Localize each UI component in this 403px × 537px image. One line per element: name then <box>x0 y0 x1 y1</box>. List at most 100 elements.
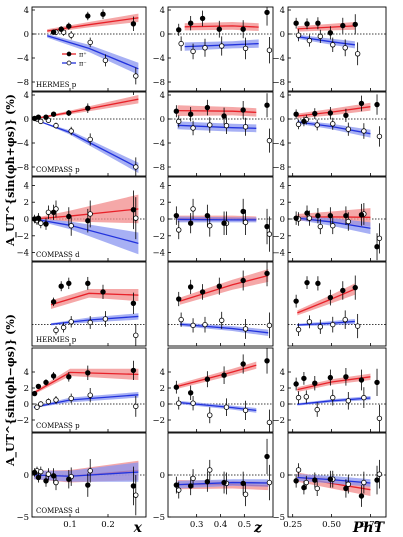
pi-plus-point <box>43 114 49 120</box>
x-tick-label: 0.50 <box>322 520 341 530</box>
pi-minus-point <box>45 398 52 405</box>
y-tick-label: −4 <box>16 249 29 259</box>
panel-content <box>288 94 386 147</box>
pi-minus-point <box>45 471 52 477</box>
pi-plus-point <box>221 372 227 378</box>
pi-minus-band <box>33 462 139 482</box>
pi-plus-point <box>221 479 227 486</box>
pi-plus-band-central <box>297 25 355 30</box>
pi-minus-point <box>68 223 74 229</box>
pi-plus-point <box>50 29 57 35</box>
y-tick-label: −4 <box>272 139 285 149</box>
pi-plus-point <box>352 284 358 291</box>
pi-plus-point <box>264 102 270 108</box>
y-tick-label: −4 <box>272 54 285 64</box>
pi-minus-band-central <box>177 401 257 412</box>
y-tick-label: −4 <box>152 54 165 64</box>
pi-plus-point <box>374 244 380 250</box>
pi-minus-point <box>306 37 313 44</box>
pi-minus-band-central <box>297 121 371 135</box>
panel-content <box>32 190 146 255</box>
pi-plus-point <box>216 283 222 289</box>
pi-plus-point <box>312 110 318 117</box>
y-tick-label: 0 <box>24 115 29 125</box>
y-tick-label: 0 <box>160 215 165 225</box>
pi-plus-band <box>51 289 139 309</box>
pi-plus-point <box>130 207 137 213</box>
panel-content <box>168 438 273 507</box>
pi-plus-point <box>264 453 270 460</box>
pi-minus-point <box>306 319 313 325</box>
pi-minus-point <box>295 467 302 473</box>
y-tick-label: −4 <box>272 249 285 259</box>
panel-content <box>32 276 146 346</box>
y-tick-label: 0 <box>24 30 29 40</box>
pi-plus-point <box>130 483 137 489</box>
y-tick-label: −8 <box>16 78 29 88</box>
x-tick-label: 0.4 <box>214 520 228 530</box>
pi-plus-point <box>50 373 57 379</box>
experiment-label: COMPASS d <box>36 251 80 259</box>
y-tick-label: 2 <box>24 384 29 394</box>
pi-minus-point <box>361 479 367 486</box>
panel-content <box>32 360 146 417</box>
experiment-label: COMPASS d <box>36 507 80 515</box>
xlabel-2: PhT <box>352 520 386 536</box>
pi-minus-point <box>266 231 273 237</box>
panel-r5-c2: 0 −50.25 0.50 0.75 <box>272 432 387 530</box>
pi-plus-point <box>173 212 180 219</box>
pi-plus-point <box>358 212 365 218</box>
pi-plus-band-central <box>177 109 257 114</box>
pi-plus-point <box>50 209 57 215</box>
y-tick-label: −2 <box>16 232 29 242</box>
pi-minus-point <box>190 125 196 131</box>
pi-minus-point <box>178 40 184 47</box>
y-tick-label: 0 <box>160 115 165 125</box>
pi-minus-band-central <box>177 481 269 486</box>
pi-plus-point <box>66 23 72 29</box>
panel-content <box>288 14 386 66</box>
pi-plus-point <box>66 476 72 482</box>
pi-minus-point <box>133 164 139 170</box>
pi-minus-point <box>190 400 196 406</box>
y-tick-label: 0 <box>280 30 285 40</box>
pi-plus-point <box>327 476 334 482</box>
panel-content <box>288 275 386 339</box>
pi-plus-point <box>327 374 334 381</box>
pi-plus-point <box>32 469 38 476</box>
pi-minus-point <box>68 319 74 325</box>
y-tick-label: −8 <box>272 78 285 88</box>
pi-plus-band <box>297 283 355 316</box>
pi-minus-point <box>223 404 230 410</box>
pi-plus-point <box>221 113 227 119</box>
pi-plus-point <box>343 112 349 119</box>
pi-minus-band-central <box>179 323 269 334</box>
pi-plus-point <box>343 485 349 492</box>
pi-plus-point <box>358 377 365 383</box>
pi-minus-point <box>361 394 367 401</box>
pi-plus-point <box>301 484 307 491</box>
pi-plus-point <box>32 390 38 397</box>
pi-plus-point <box>293 381 299 387</box>
pi-minus-point <box>207 412 213 418</box>
pi-plus-point <box>130 300 137 306</box>
pi-plus-point <box>35 114 42 120</box>
panel-content <box>168 348 273 432</box>
pi-minus-point <box>38 118 44 125</box>
pi-plus-point <box>240 208 246 215</box>
xlabel-1: z <box>253 520 263 536</box>
pi-plus-point <box>264 223 270 230</box>
legend-label: π⁺ <box>79 51 87 59</box>
pi-minus-point <box>53 397 59 403</box>
pi-minus-band-central <box>297 397 371 406</box>
panel-r3-c1 <box>167 261 274 347</box>
pi-plus-point <box>216 26 222 32</box>
pi-plus-point <box>293 20 299 26</box>
panel-frame <box>287 6 387 92</box>
pi-minus-point <box>176 227 182 233</box>
pi-plus-point <box>312 477 318 483</box>
panel-r4-c2: 4 2 0 −2 <box>272 347 387 433</box>
y-tick-label: −2 <box>152 232 165 242</box>
pi-plus-band-central <box>297 288 356 314</box>
